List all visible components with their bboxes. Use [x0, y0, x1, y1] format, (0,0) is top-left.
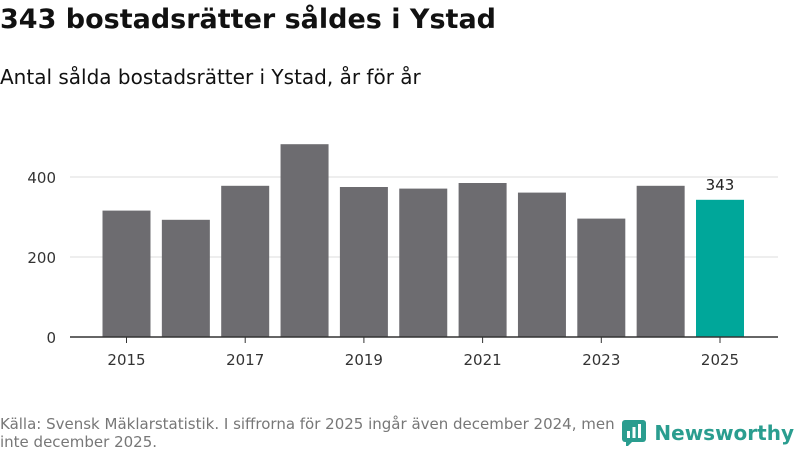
- bar-2022: [517, 192, 566, 337]
- bar-chart-logo-icon: [622, 420, 647, 446]
- logo-text: Newsworthy: [654, 421, 794, 445]
- newsworthy-logo[interactable]: Newsworthy: [622, 420, 794, 446]
- data-label: 343: [706, 176, 735, 194]
- chart-subtitle: Antal sålda bostadsrätter i Ystad, år fö…: [0, 65, 421, 89]
- x-tick-label: 2023: [582, 351, 620, 369]
- bar-2019: [339, 187, 388, 337]
- bar-2017: [221, 185, 270, 337]
- bar-2023: [577, 218, 626, 337]
- y-tick-label: 200: [27, 249, 56, 267]
- bar-2021: [458, 183, 507, 337]
- bar-2018: [280, 144, 329, 337]
- x-tick-label: 2017: [226, 351, 264, 369]
- bar-2025: [696, 199, 744, 337]
- x-tick-label: 2021: [464, 351, 502, 369]
- y-tick-label: 400: [27, 169, 56, 187]
- bar-2016: [161, 219, 210, 337]
- y-tick-label: 0: [46, 329, 56, 347]
- bar-2024: [636, 185, 685, 337]
- bar-2020: [399, 188, 448, 337]
- x-tick-label: 2015: [107, 351, 145, 369]
- bar-2015: [102, 210, 151, 337]
- bar-chart: 0 200 400 343 2015 2017 2019 2021 2023 2025: [27, 144, 778, 369]
- x-tick-label: 2019: [345, 351, 383, 369]
- chart-title: 343 bostadsrätter såldes i Ystad: [0, 4, 496, 35]
- source-note: Källa: Svensk Mäklarstatistik. I siffror…: [0, 415, 615, 450]
- x-tick-label: 2025: [701, 351, 739, 369]
